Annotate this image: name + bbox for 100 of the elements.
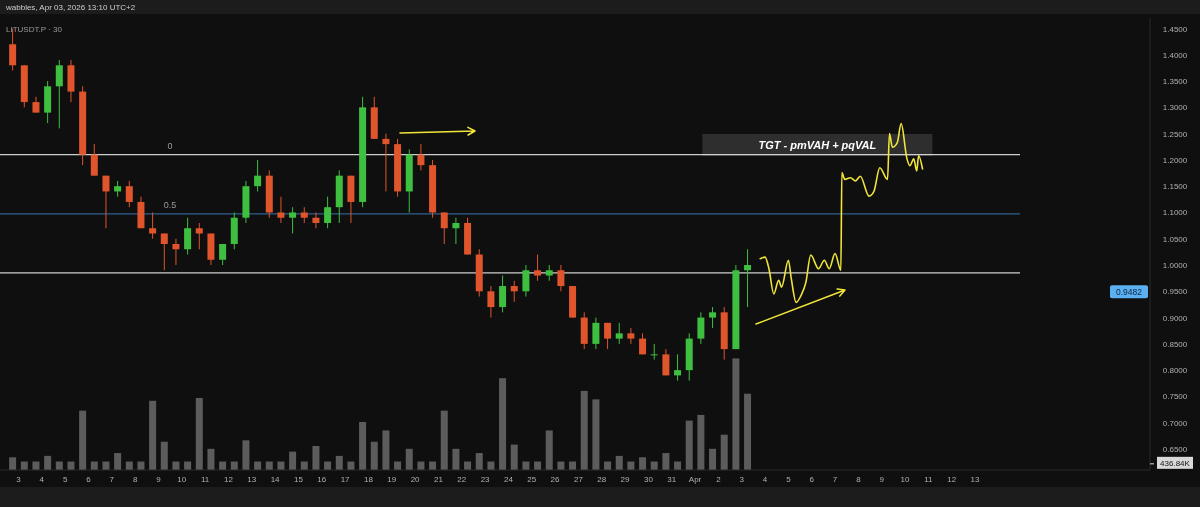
x-tick-label: 14 [270, 475, 281, 484]
bar [499, 378, 507, 470]
x-tick-label: 18 [363, 475, 374, 484]
bar [312, 445, 320, 470]
y-tick-label: 1.2000 [1162, 155, 1188, 165]
bar [697, 414, 705, 470]
bar [615, 455, 623, 470]
candlestick [277, 196, 285, 224]
candlestick [522, 264, 530, 298]
candlestick [615, 322, 623, 345]
x-tick-label: 12 [223, 475, 234, 484]
x-tick-label: 22 [457, 475, 467, 484]
bar [732, 358, 740, 470]
x-tick-label: 5 [786, 475, 792, 484]
candlestick [709, 306, 717, 329]
bar [405, 448, 413, 470]
y-tick-label: 0.6500 [1162, 444, 1188, 454]
x-tick-label: 12 [947, 475, 957, 484]
x-tick-label: 25 [527, 475, 537, 484]
bar [382, 430, 390, 470]
annotation: 0.5 [163, 199, 177, 210]
candlestick [499, 275, 507, 313]
candlestick [90, 143, 98, 177]
candlestick [195, 222, 203, 250]
candlestick [382, 133, 390, 192]
candlestick [160, 232, 168, 271]
chart-subtitle: wabbles, Apr 03, 2026 13:10 UTC+2 [5, 3, 136, 12]
annotation: 0.9482 [1116, 287, 1143, 298]
y-tick-label: 0.8000 [1162, 366, 1188, 376]
bar [207, 448, 215, 470]
bar [744, 393, 752, 470]
y-tick-label: 1.0000 [1162, 261, 1188, 271]
x-tick-label: 16 [317, 475, 327, 484]
x-tick-label: 9 [156, 475, 162, 484]
bar [545, 430, 553, 470]
candlestick [417, 143, 425, 171]
x-tick-label: 4 [39, 475, 45, 484]
x-tick-label: 27 [573, 475, 584, 484]
x-tick-label: 13 [247, 475, 257, 484]
bar [580, 390, 588, 470]
x-tick-label: 2 [716, 475, 722, 484]
candlestick [592, 317, 600, 350]
candlestick [149, 211, 157, 240]
bar [289, 451, 297, 470]
candlestick [452, 217, 460, 245]
annotation: TGT - pmVAH + pqVAL [758, 139, 877, 151]
bar [370, 441, 378, 470]
y-tick-label: 0.7500 [1162, 392, 1188, 402]
y-tick-label: 0.7000 [1162, 418, 1188, 428]
x-tick-label: 9 [879, 475, 885, 484]
bar [195, 397, 203, 470]
candlestick [510, 280, 518, 303]
y-tick-label: 1.3500 [1162, 77, 1188, 87]
x-tick-label: 26 [550, 475, 561, 484]
bar [452, 448, 460, 470]
y-tick-label: 1.2500 [1162, 129, 1188, 139]
x-tick-label: 6 [809, 475, 815, 484]
candlestick [627, 327, 635, 345]
bar [160, 441, 168, 470]
candlestick [534, 254, 542, 282]
x-tick-label: 11 [924, 475, 934, 484]
candlestick [219, 243, 227, 266]
y2-tick-label: 436.84K [1160, 458, 1191, 468]
x-tick-label: 13 [970, 475, 981, 484]
candlestick [440, 211, 448, 245]
candlestick [662, 348, 670, 376]
bar [662, 453, 670, 470]
y-tick-label: 0.9500 [1162, 287, 1188, 297]
x-tick-label: 28 [597, 475, 607, 484]
candlestick [55, 59, 63, 129]
candlestick [254, 159, 262, 192]
bar [114, 453, 122, 470]
x-tick-label: 3 [739, 475, 745, 484]
bar [475, 453, 483, 470]
bar [149, 400, 157, 470]
y-tick-label: 1.4500 [1162, 24, 1188, 34]
x-tick-label: 21 [433, 475, 444, 484]
x-tick-label: 31 [667, 475, 677, 484]
bar [709, 448, 717, 470]
candlestick [557, 264, 565, 292]
x-tick-label: Apr [688, 475, 702, 484]
x-tick-label: 11 [200, 475, 210, 484]
candlestick [744, 248, 752, 308]
x-tick-label: 17 [340, 475, 351, 484]
x-tick-label: 4 [762, 475, 768, 484]
x-tick-label: 3 [16, 475, 22, 484]
candlestick [604, 322, 612, 350]
bar [685, 420, 693, 470]
x-tick-label: 6 [86, 475, 92, 484]
y-tick-label: 1.0500 [1162, 234, 1188, 244]
candlestick [184, 217, 192, 256]
x-tick-label: 23 [480, 475, 491, 484]
candlestick [697, 311, 705, 345]
bar [639, 457, 647, 470]
bar [242, 440, 250, 470]
bar [359, 421, 367, 470]
candlestick [125, 180, 133, 208]
bar [44, 455, 52, 470]
candlestick [650, 343, 658, 361]
x-tick-label: 19 [387, 475, 397, 484]
